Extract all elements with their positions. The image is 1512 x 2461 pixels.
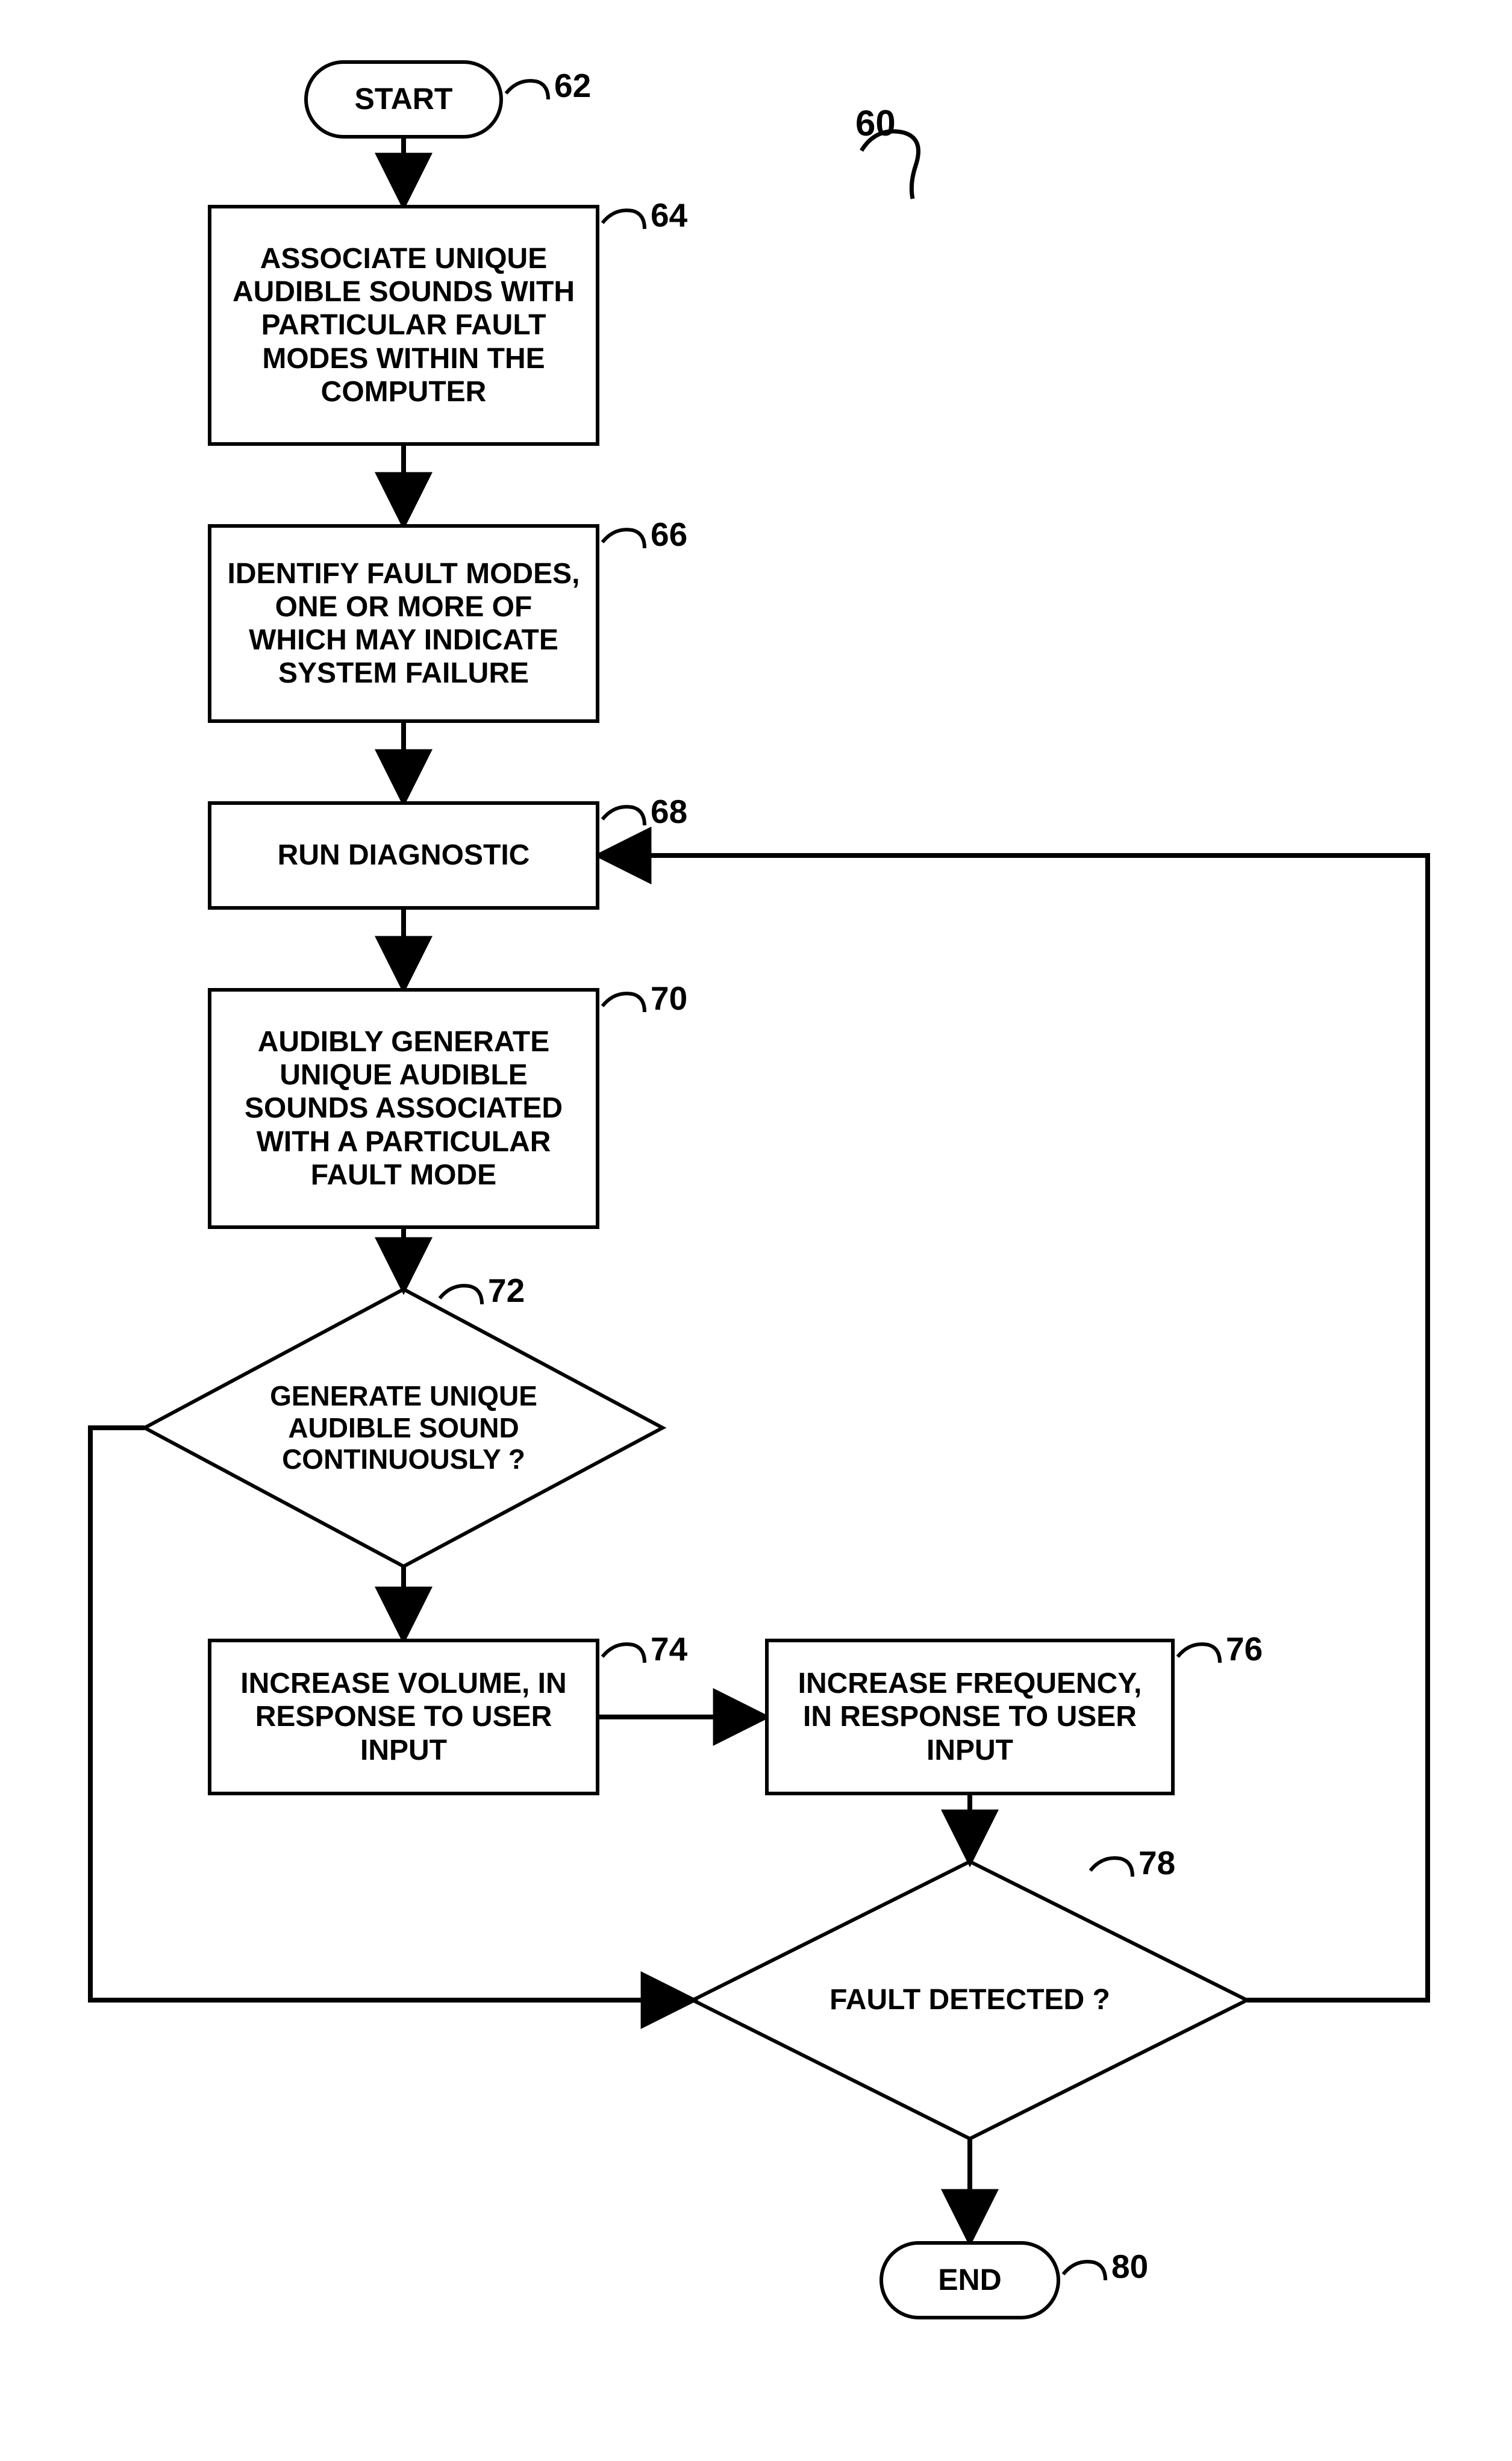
start-label: START	[343, 70, 465, 129]
ref-60: 60	[855, 102, 896, 144]
process-74-label: INCREASE VOLUME, IN RESPONSE TO USER INP…	[211, 1655, 596, 1779]
process-66-label: IDENTIFY FAULT MODES, ONE OR MORE OF WHI…	[211, 545, 596, 702]
process-64: ASSOCIATE UNIQUE AUDIBLE SOUNDS WITH PAR…	[208, 205, 599, 446]
process-64-label: ASSOCIATE UNIQUE AUDIBLE SOUNDS WITH PAR…	[211, 230, 596, 421]
process-68-label: RUN DIAGNOSTIC	[266, 827, 542, 884]
decision-72-label: GENERATE UNIQUE AUDIBLE SOUND CONTINUOUS…	[235, 1368, 572, 1488]
ref-74: 74	[651, 1630, 687, 1668]
ref-68: 68	[651, 792, 687, 831]
decision-78-label: FAULT DETECTED ?	[817, 1971, 1122, 2028]
ref-78: 78	[1139, 1843, 1175, 1882]
process-76: INCREASE FREQUENCY, IN RESPONSE TO USER …	[765, 1639, 1175, 1795]
ref-64: 64	[651, 196, 687, 234]
ref-72: 72	[488, 1271, 525, 1310]
end-node: END	[879, 2241, 1060, 2319]
start-node: START	[304, 60, 503, 139]
process-70-label: AUDIBLY GENERATE UNIQUE AUDIBLE SOUNDS A…	[211, 1013, 596, 1204]
ref-80: 80	[1111, 2247, 1148, 2286]
process-76-label: INCREASE FREQUENCY, IN RESPONSE TO USER …	[769, 1655, 1171, 1779]
process-66: IDENTIFY FAULT MODES, ONE OR MORE OF WHI…	[208, 524, 599, 723]
process-68: RUN DIAGNOSTIC	[208, 801, 599, 910]
decision-78: FAULT DETECTED ?	[813, 1952, 1126, 2048]
ref-62: 62	[554, 66, 591, 105]
decision-72: GENERATE UNIQUE AUDIBLE SOUND CONTINUOUS…	[235, 1349, 572, 1506]
ref-70: 70	[651, 979, 687, 1018]
ref-66: 66	[651, 515, 687, 554]
flowchart-canvas: START 62 60 ASSOCIATE UNIQUE AUDIBLE SOU…	[24, 24, 1512, 2437]
end-label: END	[926, 2251, 1014, 2310]
process-74: INCREASE VOLUME, IN RESPONSE TO USER INP…	[208, 1639, 599, 1795]
ref-76: 76	[1226, 1630, 1263, 1668]
process-70: AUDIBLY GENERATE UNIQUE AUDIBLE SOUNDS A…	[208, 988, 599, 1229]
